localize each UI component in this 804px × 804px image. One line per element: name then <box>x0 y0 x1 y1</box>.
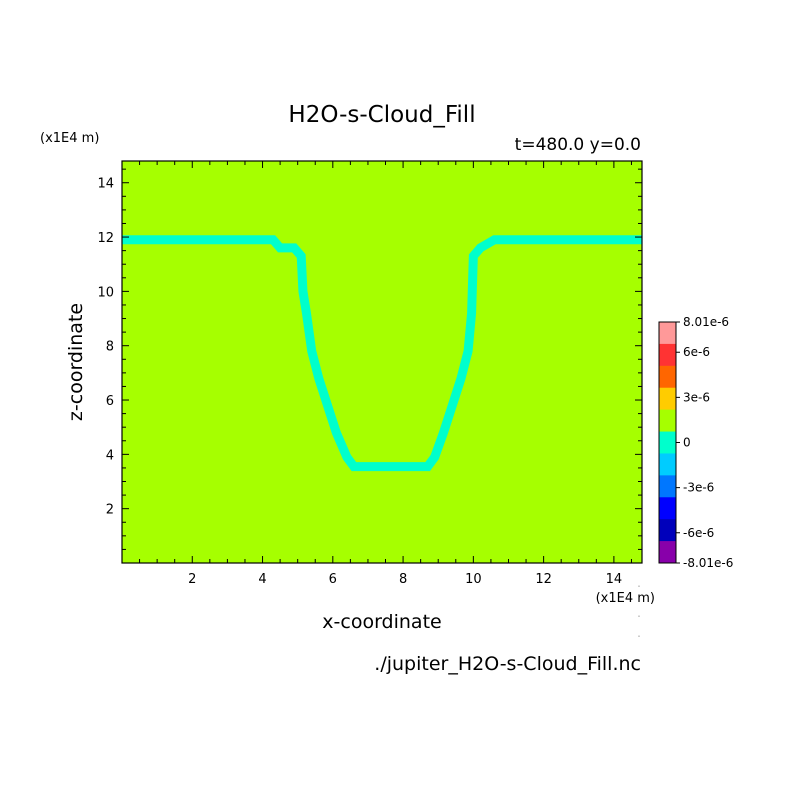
y-tick-label: 8 <box>106 340 114 355</box>
colorbar-swatch <box>659 343 676 367</box>
x-axis-label: x-coordinate <box>322 611 441 633</box>
tick-mark-glyph: ˙ <box>637 615 641 624</box>
colorbar-swatch <box>659 475 676 498</box>
x-tick-label: 4 <box>258 572 266 587</box>
cloud-contour <box>122 235 642 472</box>
y-tick-label: 6 <box>106 394 114 409</box>
colorbar-swatch <box>659 322 676 345</box>
source-filename: ./jupiter_H2O-s-Cloud_Fill.nc <box>374 653 641 675</box>
x-tick-label: 2 <box>188 572 196 587</box>
plot-area: 2 4 6 8 10 12 14 2 4 6 8 10 12 14 <box>97 160 643 587</box>
colorbar-swatch <box>659 365 676 389</box>
colorbar-label: -3e-6 <box>683 481 714 495</box>
colorbar-swatch <box>659 519 676 542</box>
x-tick-label: 8 <box>399 572 407 587</box>
y-axis-label: z-coordinate <box>65 303 87 421</box>
colorbar-swatch <box>659 497 676 520</box>
y-axis-ticks: 2 4 6 8 10 12 14 <box>97 168 642 564</box>
colorbar-swatch <box>659 453 676 476</box>
chart-subtitle: t=480.0 y=0.0 <box>515 135 641 155</box>
x-tick-label: 10 <box>465 572 482 587</box>
tick-mark-glyph: ˙ <box>637 585 641 594</box>
x-tick-label: 14 <box>606 572 623 587</box>
y-tick-label: 14 <box>97 177 114 192</box>
y-tick-label: 2 <box>106 503 114 518</box>
colorbar-label: 0 <box>683 436 691 450</box>
heatmap-background <box>122 161 642 563</box>
colorbar-label: 3e-6 <box>683 390 710 404</box>
x-tick-label: 6 <box>329 572 337 587</box>
colorbar-swatch <box>659 409 676 433</box>
colorbar-label: 8.01e-6 <box>683 315 729 329</box>
colorbar-swatch <box>659 387 676 411</box>
y-tick-label: 10 <box>97 285 114 300</box>
plot-frame <box>121 160 643 564</box>
chart-title: H2O-s-Cloud_Fill <box>288 102 475 128</box>
y-tick-label: 4 <box>106 448 114 463</box>
colorbar-label: -8.01e-6 <box>683 556 733 570</box>
y-unit-label: (x1E4 m) <box>40 131 99 146</box>
colorbar-label: -6e-6 <box>683 526 714 540</box>
y-tick-label: 12 <box>97 231 114 246</box>
colorbar-swatch <box>659 541 676 564</box>
x-axis-ticks: 2 4 6 8 10 12 14 <box>121 161 632 587</box>
colorbar-label: 6e-6 <box>683 345 710 359</box>
colorbar-swatch <box>659 431 676 454</box>
tick-mark-glyph: ˙ <box>637 635 641 644</box>
x-unit-label: (x1E4 m) <box>596 591 655 606</box>
x-tick-label: 12 <box>535 572 552 587</box>
colorbar: 8.01e-6 6e-6 3e-6 0 -3e-6 -6e-6 -8.01e-6 <box>658 315 733 570</box>
